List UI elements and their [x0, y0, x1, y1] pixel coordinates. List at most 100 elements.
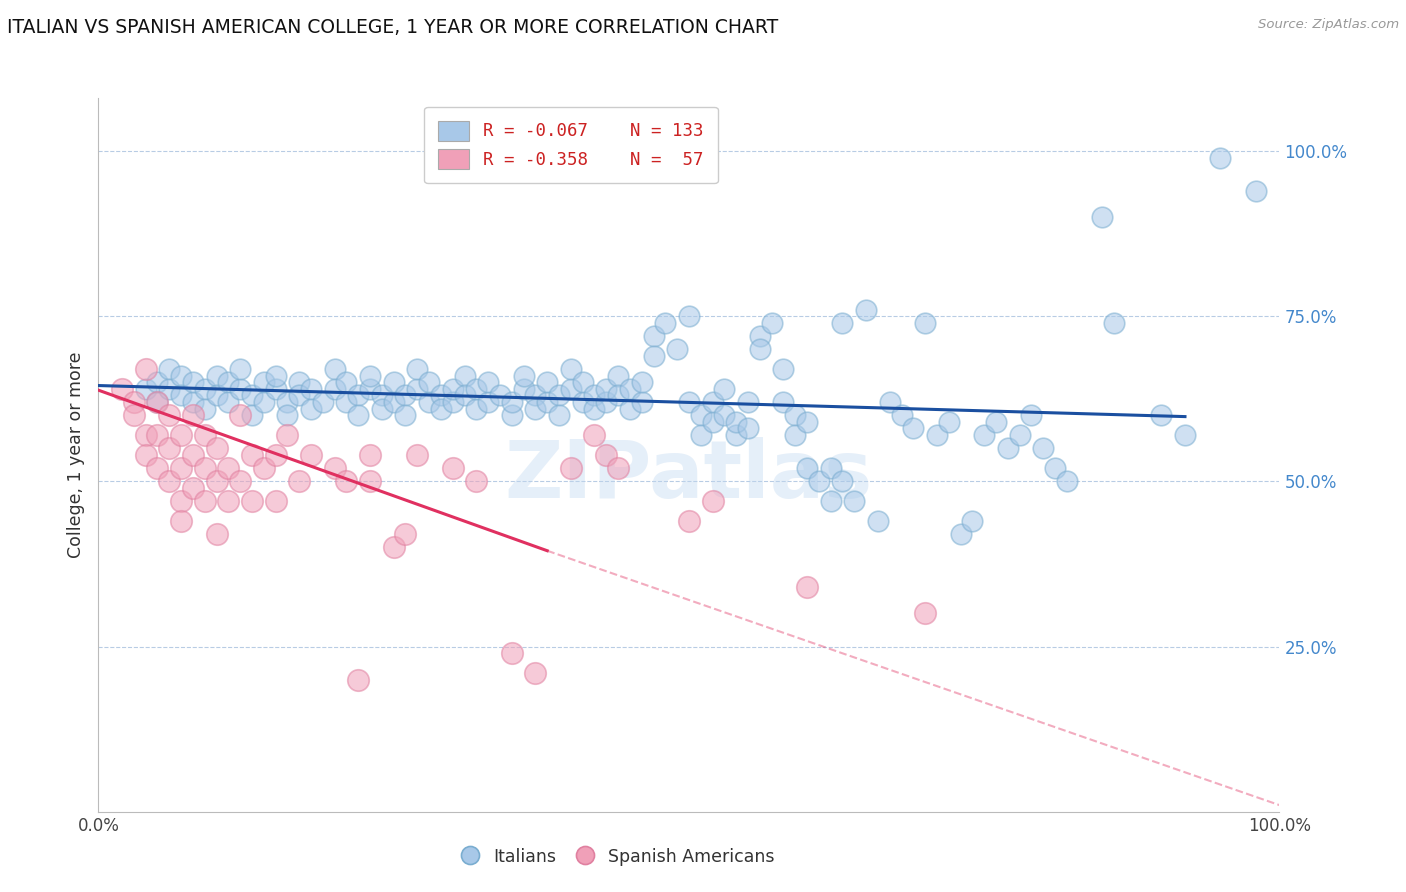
Point	[194, 401, 217, 416]
Point	[135, 448, 157, 462]
Point	[359, 382, 381, 396]
Point	[796, 461, 818, 475]
Point	[748, 329, 770, 343]
Point	[181, 448, 204, 462]
Point	[453, 388, 475, 402]
Point	[512, 382, 534, 396]
Point	[630, 395, 652, 409]
Point	[713, 382, 735, 396]
Point	[1150, 409, 1173, 423]
Point	[560, 382, 582, 396]
Point	[1021, 409, 1043, 423]
Point	[725, 415, 748, 429]
Point	[359, 448, 381, 462]
Point	[1091, 210, 1114, 224]
Point	[725, 428, 748, 442]
Point	[595, 395, 617, 409]
Point	[689, 428, 711, 442]
Point	[914, 607, 936, 621]
Point	[1209, 151, 1232, 165]
Point	[844, 494, 866, 508]
Point	[135, 382, 157, 396]
Point	[702, 494, 724, 508]
Point	[607, 388, 630, 402]
Point	[122, 395, 145, 409]
Point	[382, 541, 405, 555]
Point	[157, 442, 180, 456]
Point	[288, 388, 311, 402]
Point	[359, 475, 381, 489]
Point	[1008, 428, 1031, 442]
Point	[240, 494, 263, 508]
Point	[371, 401, 394, 416]
Point	[630, 376, 652, 390]
Point	[583, 428, 606, 442]
Point	[276, 395, 298, 409]
Point	[205, 475, 228, 489]
Point	[820, 461, 842, 475]
Point	[299, 448, 322, 462]
Point	[737, 395, 759, 409]
Point	[323, 382, 346, 396]
Point	[737, 421, 759, 435]
Point	[831, 475, 853, 489]
Point	[418, 395, 440, 409]
Point	[430, 388, 453, 402]
Point	[866, 514, 889, 528]
Point	[973, 428, 995, 442]
Point	[560, 362, 582, 376]
Point	[217, 461, 239, 475]
Point	[229, 409, 252, 423]
Point	[394, 388, 416, 402]
Point	[643, 329, 665, 343]
Point	[796, 580, 818, 594]
Point	[702, 395, 724, 409]
Point	[1043, 461, 1066, 475]
Point	[323, 362, 346, 376]
Point	[240, 409, 263, 423]
Point	[571, 395, 593, 409]
Point	[111, 382, 134, 396]
Point	[288, 475, 311, 489]
Point	[654, 316, 676, 330]
Point	[157, 362, 180, 376]
Point	[441, 461, 464, 475]
Point	[583, 401, 606, 416]
Point	[1032, 442, 1054, 456]
Point	[441, 382, 464, 396]
Point	[170, 428, 193, 442]
Point	[312, 395, 335, 409]
Point	[264, 494, 287, 508]
Point	[146, 395, 169, 409]
Point	[371, 388, 394, 402]
Text: Source: ZipAtlas.com: Source: ZipAtlas.com	[1258, 18, 1399, 31]
Point	[465, 475, 488, 489]
Point	[607, 461, 630, 475]
Point	[146, 395, 169, 409]
Point	[536, 395, 558, 409]
Point	[501, 395, 523, 409]
Point	[772, 362, 794, 376]
Point	[181, 376, 204, 390]
Point	[406, 448, 429, 462]
Point	[807, 475, 830, 489]
Point	[205, 388, 228, 402]
Point	[157, 475, 180, 489]
Point	[489, 388, 512, 402]
Point	[253, 376, 276, 390]
Point	[335, 475, 357, 489]
Point	[678, 309, 700, 323]
Point	[619, 401, 641, 416]
Point	[146, 428, 169, 442]
Point	[170, 388, 193, 402]
Point	[441, 395, 464, 409]
Point	[240, 388, 263, 402]
Point	[157, 409, 180, 423]
Point	[253, 461, 276, 475]
Point	[678, 395, 700, 409]
Point	[713, 409, 735, 423]
Point	[288, 376, 311, 390]
Point	[831, 316, 853, 330]
Point	[323, 461, 346, 475]
Point	[347, 388, 370, 402]
